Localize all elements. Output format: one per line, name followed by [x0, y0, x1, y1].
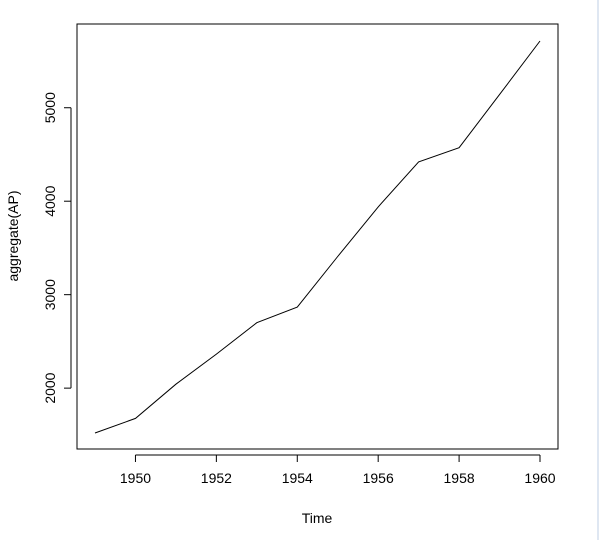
- y-tick-label: 3000: [42, 279, 58, 310]
- x-tick-label: 1958: [444, 470, 475, 486]
- plot-box: [76, 23, 559, 450]
- x-tick-label: 1956: [363, 470, 394, 486]
- series-layer: [94, 40, 541, 434]
- x-tick-label: 1954: [282, 470, 313, 486]
- y-axis: 2000 3000 4000 5000: [42, 92, 72, 404]
- y-tick-label: 2000: [42, 372, 58, 403]
- x-axis: 1950 1952 1954 1956 1958 1960: [120, 454, 556, 486]
- x-tick-label: 1960: [524, 470, 555, 486]
- x-tick-label: 1952: [201, 470, 232, 486]
- x-tick-label: 1950: [120, 470, 151, 486]
- y-tick-label: 4000: [42, 185, 58, 216]
- series-line: [94, 40, 541, 434]
- x-axis-label: Time: [302, 510, 333, 526]
- y-axis-label: aggregate(AP): [5, 190, 21, 281]
- window-edge: [597, 0, 599, 540]
- y-tick-label: 5000: [42, 92, 58, 123]
